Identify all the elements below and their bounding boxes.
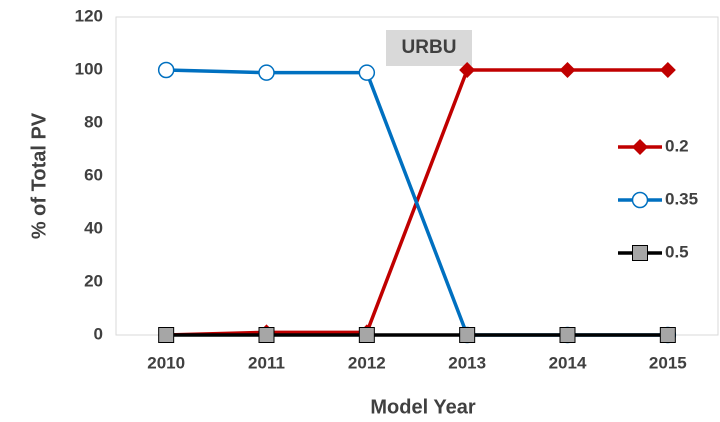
marker xyxy=(559,327,576,343)
chart-title: URBU xyxy=(402,37,457,58)
x-tick-label: 2011 xyxy=(248,353,285,372)
legend-label: 0.2 xyxy=(665,136,689,155)
marker xyxy=(659,327,676,343)
y-tick-label: 40 xyxy=(84,218,103,237)
title-box xyxy=(386,30,472,66)
x-tick-label: 2013 xyxy=(448,353,486,372)
marker xyxy=(632,245,648,261)
x-axis-label: Model Year xyxy=(370,396,475,418)
legend-label: 0.5 xyxy=(665,242,689,261)
marker xyxy=(631,191,649,209)
marker xyxy=(158,327,175,343)
x-tick-label: 2010 xyxy=(147,353,185,372)
marker xyxy=(157,61,175,79)
x-tick-label: 2015 xyxy=(649,353,687,372)
y-tick-label: 60 xyxy=(84,165,103,184)
marker xyxy=(258,64,275,81)
marker xyxy=(459,62,476,78)
series-line xyxy=(166,68,668,337)
y-tick-label: 80 xyxy=(84,112,103,131)
y-tick-label: 100 xyxy=(75,59,103,78)
x-tick-label: 2012 xyxy=(348,353,386,372)
marker xyxy=(358,64,376,81)
y-tick-label: 0 xyxy=(94,324,103,343)
marker xyxy=(559,62,576,78)
x-tick-label: 2014 xyxy=(549,353,587,372)
marker xyxy=(632,139,648,155)
legend-label: 0.35 xyxy=(665,189,698,208)
y-axis-label: % of Total PV xyxy=(28,112,50,239)
y-tick-label: 20 xyxy=(84,271,103,290)
y-tick-label: 120 xyxy=(75,6,103,25)
marker xyxy=(459,327,476,343)
marker xyxy=(659,62,676,78)
marker xyxy=(358,327,375,343)
marker xyxy=(258,327,275,343)
